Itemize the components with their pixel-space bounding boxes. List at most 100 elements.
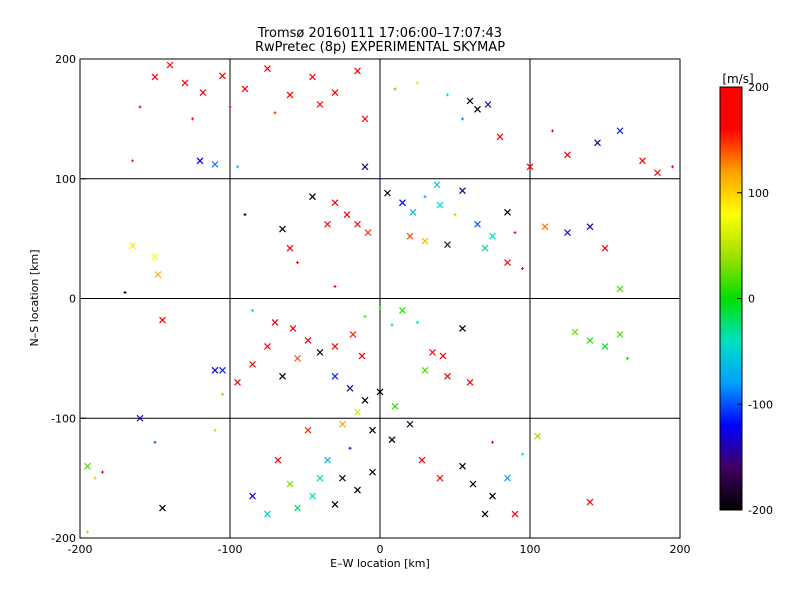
- data-point-cross: [211, 160, 219, 168]
- data-point-dot: [213, 428, 217, 432]
- data-point-dot: [521, 267, 524, 271]
- data-point-cross: [489, 232, 496, 240]
- data-point-dot: [138, 105, 142, 109]
- data-point-cross: [439, 352, 447, 360]
- colorbar-ticks: 200 100 0 -100 -200: [737, 81, 773, 517]
- data-point-cross: [564, 151, 571, 159]
- data-point-cross: [459, 187, 466, 195]
- data-point-cross: [249, 492, 256, 500]
- data-point-cross: [399, 199, 406, 207]
- y-tick-label: -100: [51, 412, 76, 425]
- data-point-cross: [196, 157, 204, 165]
- data-point-cross: [274, 456, 282, 464]
- data-point-cross: [459, 325, 466, 332]
- data-point-cross: [481, 510, 489, 518]
- data-point-dot: [86, 530, 89, 534]
- data-point-cross: [219, 366, 226, 374]
- data-point-cross: [249, 360, 256, 368]
- data-point-cross: [361, 396, 369, 404]
- data-point-cross: [526, 163, 534, 171]
- chart-subtitle: RwPretec (8p) EXPERIMENTAL SKYMAP: [255, 40, 505, 55]
- data-point-dot: [228, 105, 232, 109]
- data-point-cross: [324, 220, 331, 228]
- data-point-cross: [433, 181, 441, 189]
- data-point-cross: [331, 342, 339, 350]
- data-point-dot: [153, 440, 157, 444]
- data-point-cross: [294, 354, 301, 362]
- x-tick-label: -200: [68, 543, 93, 556]
- data-point-cross: [354, 486, 361, 494]
- data-point-cross: [586, 223, 594, 231]
- colorbar-tick-label: 0: [748, 293, 755, 306]
- data-point-dot: [423, 195, 427, 199]
- data-point-cross: [354, 220, 361, 228]
- data-point-cross: [474, 105, 481, 113]
- y-axis: -200 -100 0 100 200: [51, 53, 86, 545]
- data-point-cross: [339, 420, 346, 428]
- data-point-dot: [123, 291, 127, 295]
- colorbar-tick-label: 100: [748, 187, 769, 200]
- data-point-cross: [309, 73, 316, 81]
- data-point-cross: [339, 474, 346, 482]
- data-point-cross: [159, 316, 166, 324]
- data-point-cross: [331, 372, 339, 380]
- x-axis-label: E–W location [km]: [330, 557, 430, 570]
- data-point-cross: [316, 101, 324, 108]
- data-point-cross: [489, 492, 496, 500]
- data-point-cross: [234, 378, 241, 386]
- data-point-dot: [551, 129, 554, 133]
- data-point-cross: [349, 331, 357, 338]
- data-point-cross: [309, 193, 316, 201]
- data-point-cross: [384, 189, 391, 197]
- data-point-cross: [358, 352, 366, 360]
- data-point-cross: [361, 115, 369, 123]
- data-point-cross: [304, 426, 312, 434]
- data-point-dot: [273, 111, 277, 115]
- data-point-dot: [491, 440, 494, 444]
- data-point-cross: [541, 223, 549, 231]
- data-point-cross: [466, 378, 474, 386]
- data-point-dot: [390, 323, 394, 327]
- data-point-cross: [354, 67, 361, 75]
- data-point-dot: [243, 213, 247, 217]
- data-point-cross: [639, 157, 646, 165]
- data-point-cross: [331, 199, 339, 207]
- data-point-cross: [264, 65, 271, 73]
- data-point-dot: [191, 117, 194, 121]
- data-point-cross: [136, 414, 144, 422]
- data-point-cross: [466, 97, 474, 105]
- data-point-cross: [376, 388, 384, 396]
- data-point-cross: [654, 169, 661, 177]
- data-point-dot: [131, 159, 134, 163]
- data-point-cross: [601, 244, 609, 252]
- data-point-cross: [534, 432, 541, 440]
- data-point-cross: [571, 328, 579, 336]
- data-point-cross: [316, 474, 324, 482]
- data-point-dot: [363, 314, 367, 318]
- data-point-dot: [236, 165, 239, 169]
- data-point-cross: [586, 498, 594, 506]
- data-point-cross: [388, 436, 396, 444]
- data-point-cross: [286, 244, 294, 252]
- data-point-cross: [361, 163, 369, 171]
- data-point-cross: [264, 510, 271, 518]
- data-point-cross: [129, 242, 136, 250]
- data-point-cross: [436, 474, 444, 482]
- data-point-dot: [416, 81, 419, 85]
- data-point-cross: [154, 271, 162, 278]
- data-point-cross: [469, 480, 477, 488]
- colorbar-tick-label: -200: [748, 504, 773, 517]
- data-point-dot: [521, 452, 524, 456]
- data-point-dot: [101, 470, 104, 474]
- data-point-dot: [416, 320, 419, 324]
- data-point-dot: [221, 392, 224, 396]
- x-tick-label: 100: [520, 543, 541, 556]
- data-point-cross: [354, 408, 361, 416]
- data-point-cross: [159, 504, 166, 512]
- chart-title: Tromsø 20160111 17:06:00–17:07:43: [257, 26, 502, 41]
- data-point-cross: [616, 331, 624, 338]
- data-point-cross: [151, 253, 159, 261]
- data-point-cross: [564, 229, 571, 237]
- data-point-dot: [378, 177, 382, 181]
